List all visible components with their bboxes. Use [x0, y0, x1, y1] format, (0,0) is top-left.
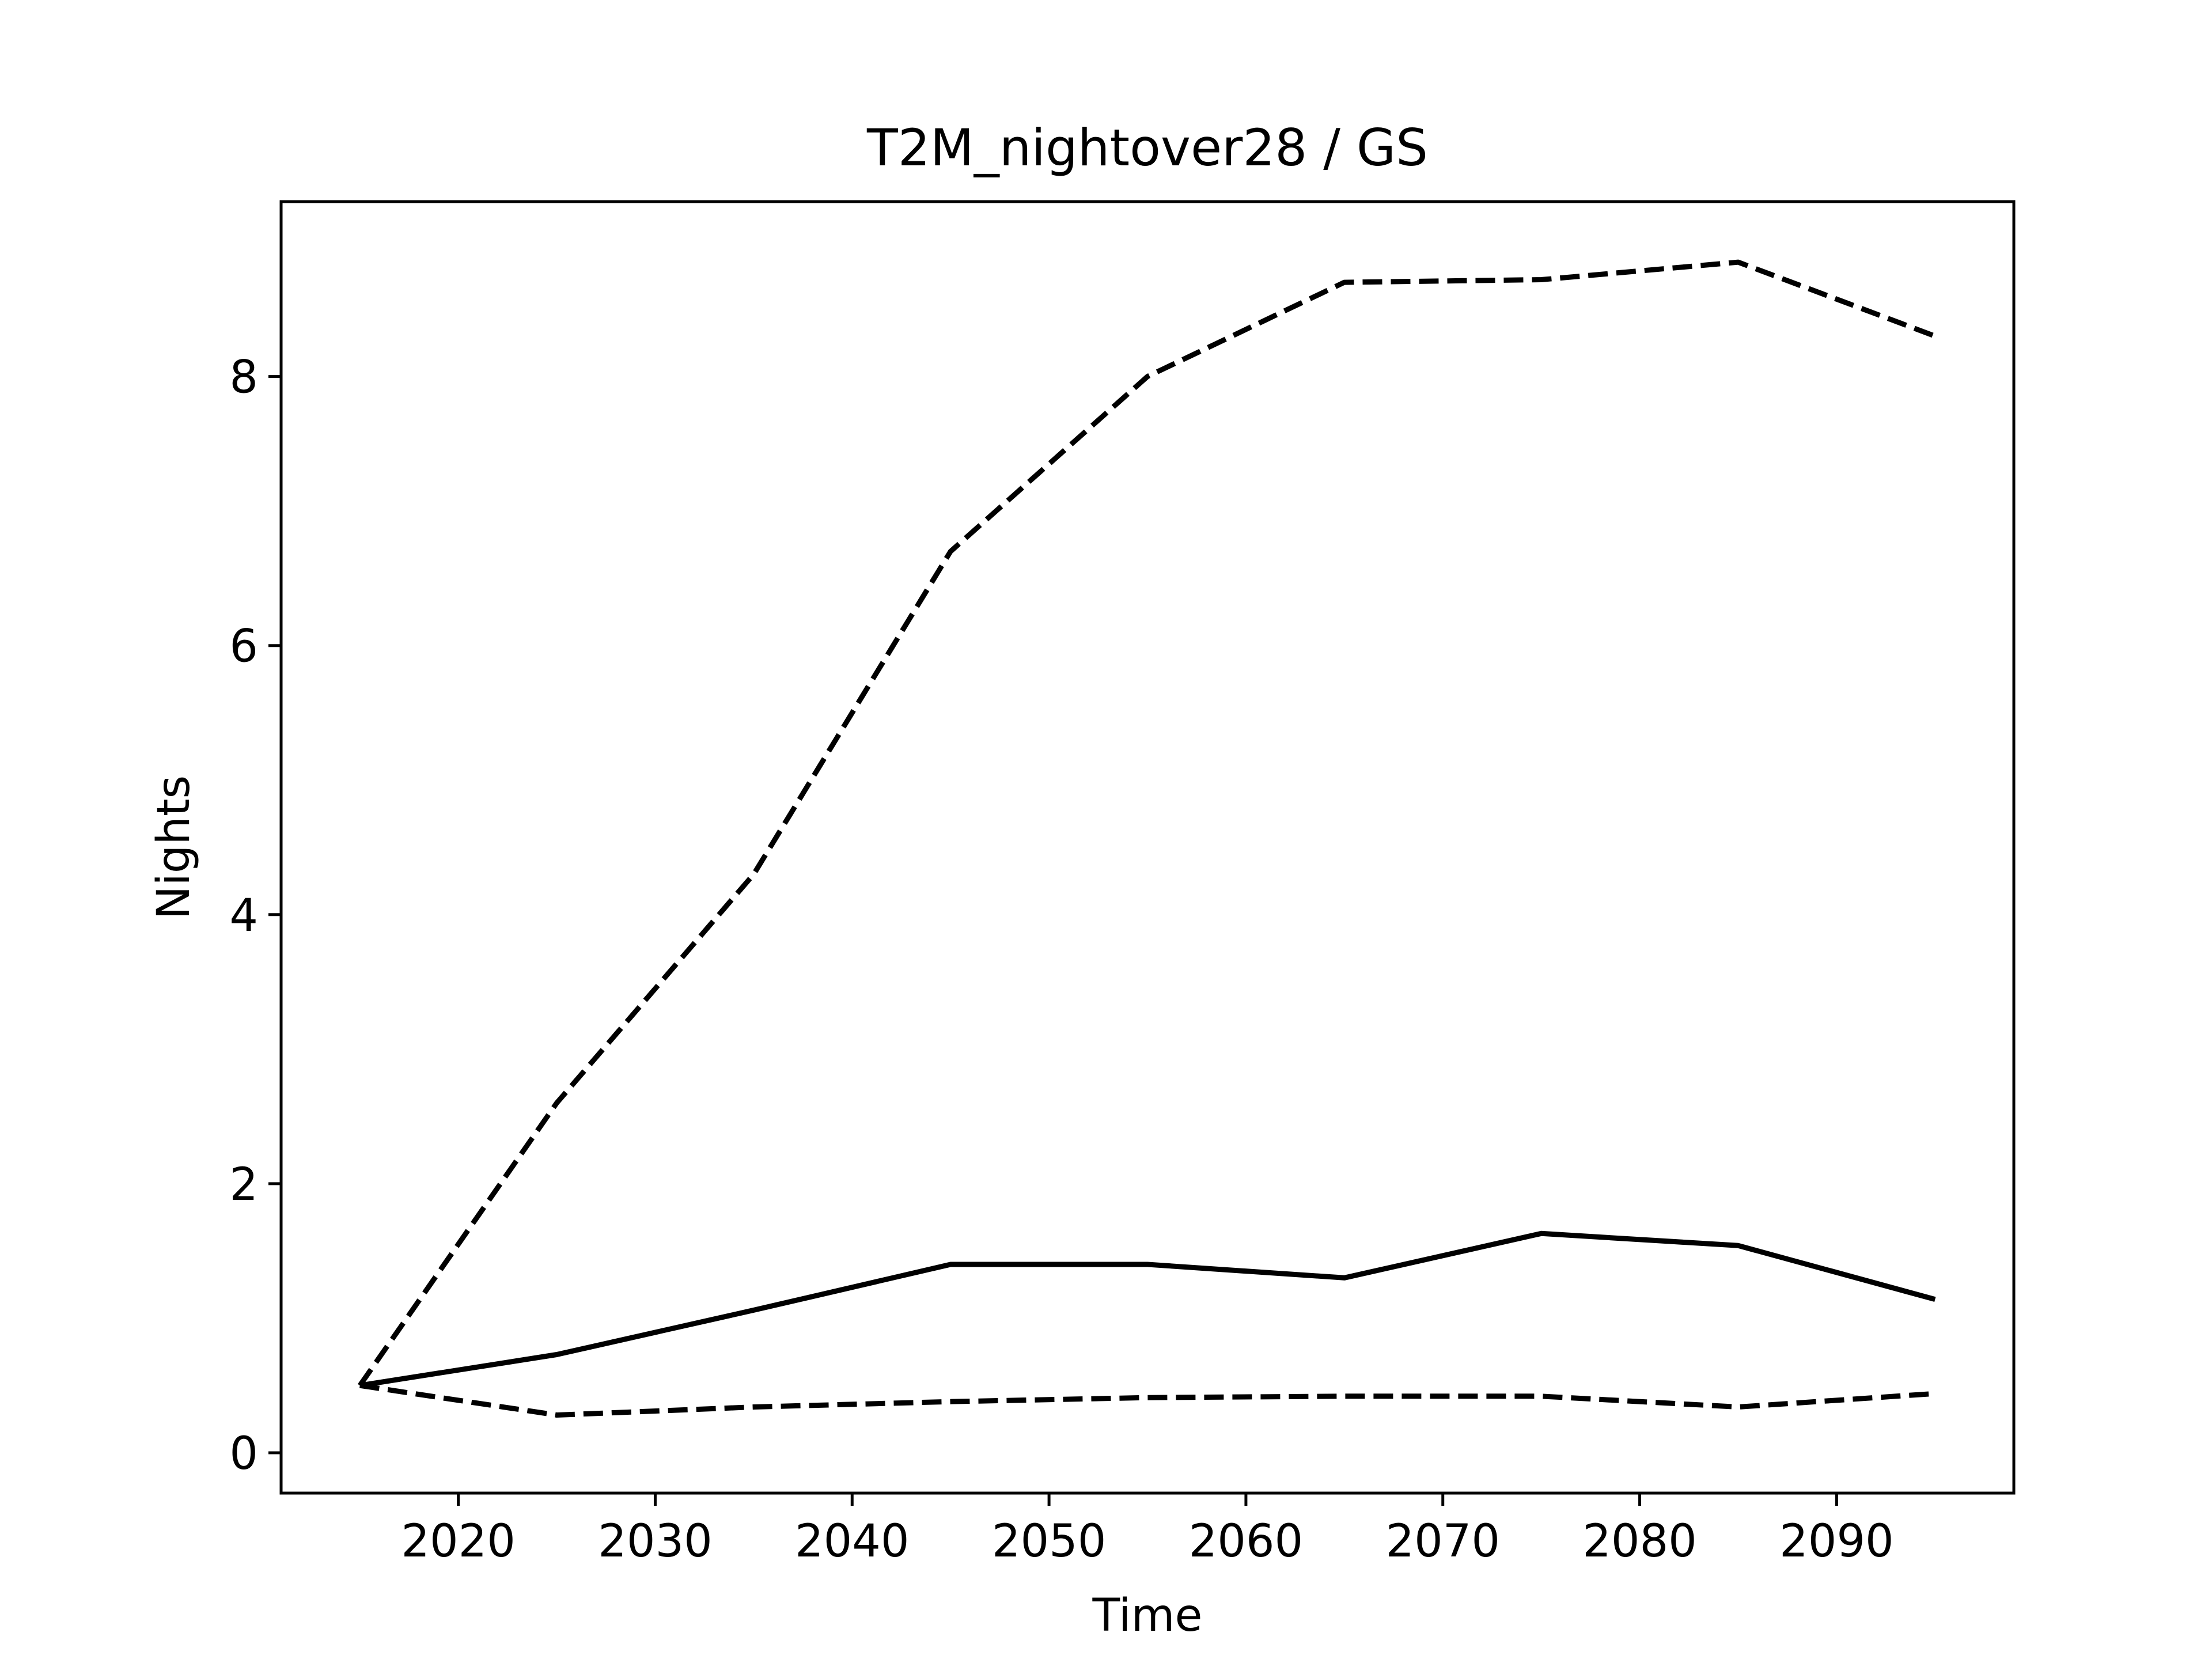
x-axis-ticks: 2020 2030 2040 2050 2060 2070 2080 2090	[401, 1493, 1894, 1567]
y-tick-label: 0	[229, 1428, 258, 1480]
y-tick-label: 4	[229, 890, 258, 942]
x-tick-label: 2070	[1385, 1516, 1500, 1567]
y-tick-label: 6	[229, 621, 258, 673]
y-axis-ticks: 0 2 4 6 8	[229, 352, 281, 1480]
y-tick-label: 2	[229, 1159, 258, 1211]
series-layer	[358, 259, 1936, 1418]
series-line-1-solid	[359, 1230, 1936, 1388]
x-axis-label: Time	[1092, 1590, 1203, 1642]
x-tick-label: 2090	[1779, 1516, 1894, 1567]
x-tick-label: 2020	[401, 1516, 516, 1567]
x-tick-label: 2080	[1582, 1516, 1697, 1567]
x-tick-label: 2050	[992, 1516, 1107, 1567]
series-line-3-dashed	[359, 1382, 1936, 1418]
y-tick-label: 8	[229, 352, 258, 404]
plot-frame	[279, 200, 2016, 1495]
chart-title: T2M_nightover28 / GS	[866, 118, 1428, 177]
y-axis-label: Nights	[148, 775, 200, 919]
x-tick-label: 2040	[795, 1516, 910, 1567]
x-tick-label: 2030	[598, 1516, 713, 1567]
series-line-2-dashed	[358, 259, 1936, 1387]
x-tick-label: 2060	[1189, 1516, 1304, 1567]
